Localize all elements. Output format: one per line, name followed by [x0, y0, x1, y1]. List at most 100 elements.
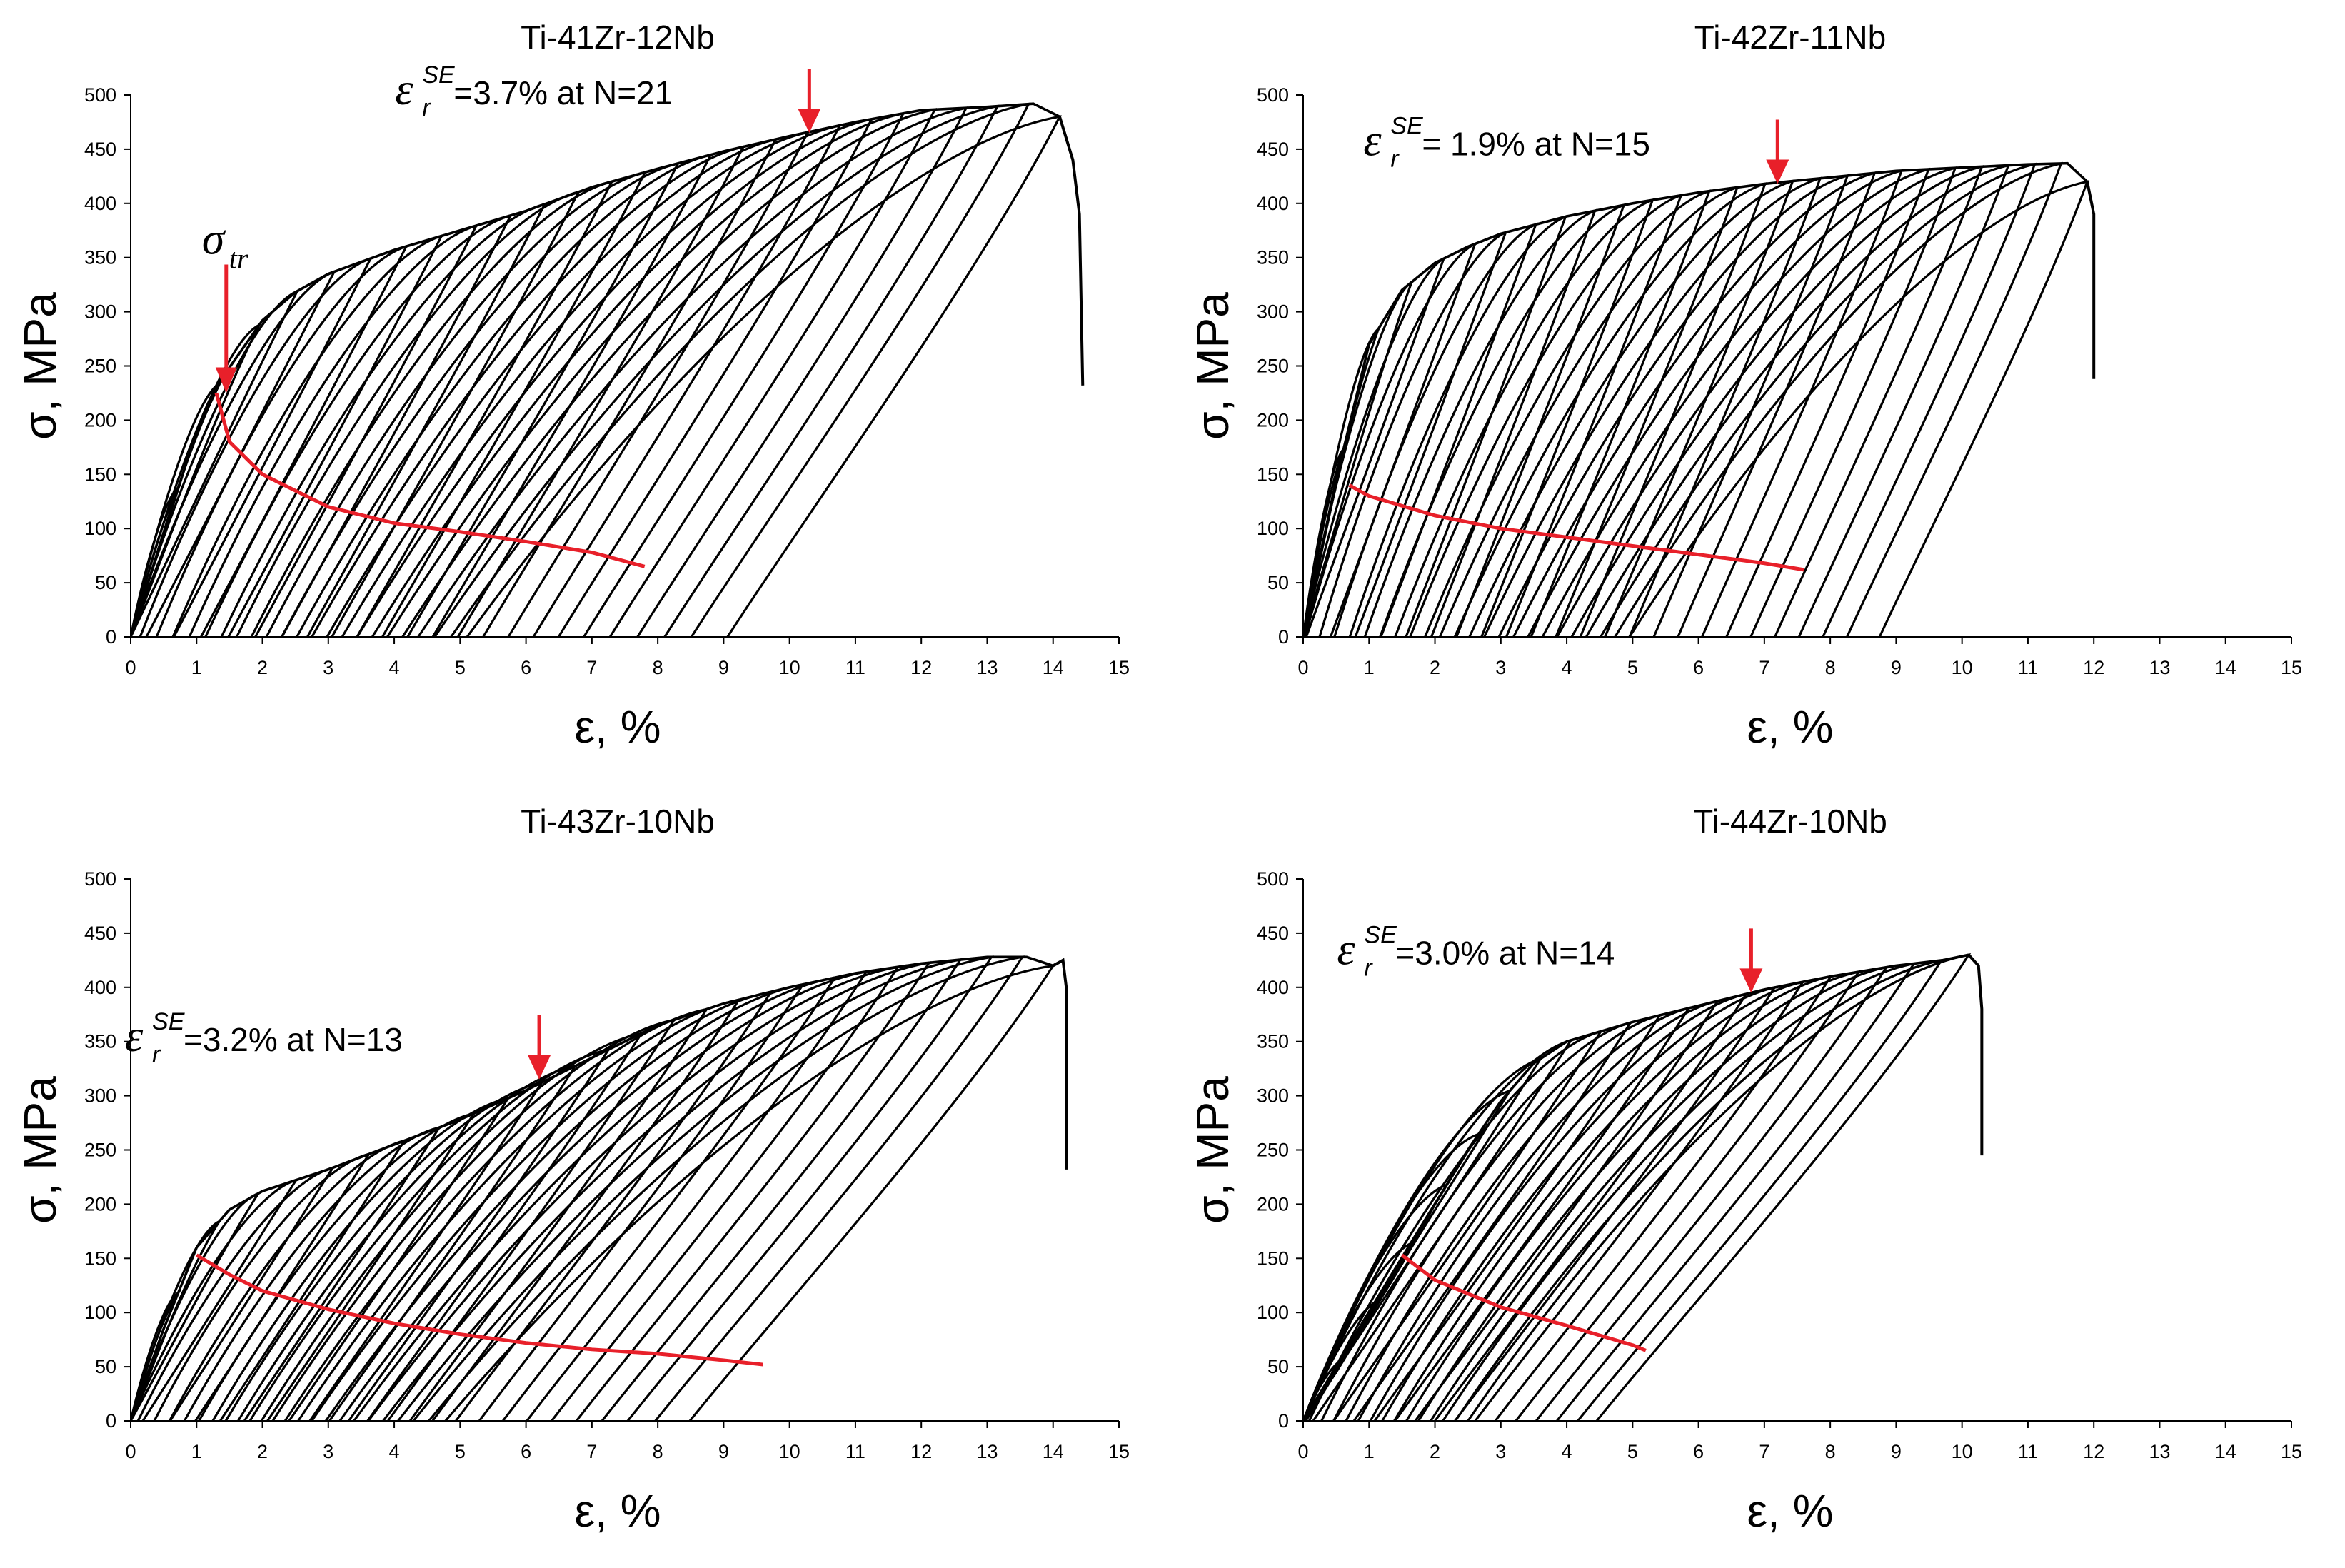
chart-panel-1: Ti-41Zr-12Nb 0 50 100 150 200 250 300 350 400 450 5…	[0, 0, 1172, 784]
x-axis-label: ε, %	[1747, 701, 1834, 753]
sigma-tr-trend-curve	[214, 392, 646, 568]
cycle-curve	[417, 106, 969, 637]
annotation-arrowhead	[1766, 159, 1789, 184]
y-tick-label: 100	[1257, 518, 1289, 539]
x-tick-label: 12	[2083, 1441, 2104, 1462]
cycle-curve	[353, 970, 869, 1421]
chart-title: Ti-42Zr-11Nb	[1694, 19, 1886, 56]
fracture-curve	[1058, 116, 1085, 386]
x-tick-label: 10	[779, 657, 800, 678]
annotation-superscript: SE	[1390, 112, 1423, 139]
y-tick-label: 300	[84, 301, 116, 323]
x-tick-label: 3	[1495, 1441, 1506, 1462]
cycle-curve	[466, 115, 1062, 637]
curves-group	[1303, 953, 1984, 1421]
x-tick-label: 8	[1825, 657, 1836, 678]
y-axis-label: σ, MPa	[14, 1076, 66, 1224]
chart-title: Ti-41Zr-12Nb	[521, 19, 715, 56]
cycle-curve	[1303, 256, 1446, 637]
y-tick-label: 200	[84, 1193, 116, 1215]
x-tick-label: 5	[455, 1441, 466, 1462]
x-tick-label: 13	[2149, 1441, 2170, 1462]
x-tick-label: 1	[1364, 657, 1375, 678]
fracture-curve	[1052, 958, 1068, 1170]
y-tick-label: 150	[84, 1247, 116, 1269]
y-tick-label: 250	[84, 356, 116, 377]
x-tick-label: 6	[521, 1441, 531, 1462]
fracture-curve	[1967, 953, 1984, 1156]
x-tick-label: 4	[389, 1441, 400, 1462]
y-tick-label: 250	[1257, 356, 1289, 377]
fracture-curve	[2086, 181, 2096, 379]
x-tick-label: 0	[125, 657, 136, 678]
x-tick-label: 15	[2281, 657, 2302, 678]
x-tick-label: 15	[1108, 657, 1130, 678]
annotation-superscript: SE	[422, 61, 455, 89]
y-tick-label: 200	[1257, 1193, 1289, 1215]
sigma-tr-trend-curve	[195, 1253, 764, 1367]
annotation-text: = 1.9% at N=15	[1422, 125, 1650, 162]
chart-panel-2: Ti-42Zr-11Nb 0 50 100 150 200 250 300 350 400 450 5…	[1172, 0, 2345, 784]
y-tick-label: 50	[1267, 572, 1289, 593]
annotation-arrowhead	[528, 1055, 551, 1080]
cycle-curve	[1512, 171, 1877, 637]
envelope-curve	[131, 955, 1054, 1421]
x-tick-label: 13	[976, 1441, 998, 1462]
sigma-tr-trend-curve	[1348, 483, 1804, 572]
annotation-epsilon: ε	[395, 64, 413, 114]
x-tick-label: 2	[1430, 1441, 1440, 1462]
x-tick-label: 5	[1627, 1441, 1638, 1462]
y-tick-label: 0	[106, 1410, 116, 1432]
y-tick-label: 300	[1257, 301, 1289, 323]
curves-group	[1303, 161, 2096, 637]
x-tick-label: 10	[1952, 657, 1973, 678]
annotation-text: =3.0% at N=14	[1395, 934, 1615, 971]
x-tick-label: 4	[389, 657, 400, 678]
y-tick-label: 500	[84, 84, 116, 106]
x-tick-label: 11	[2018, 1441, 2038, 1462]
y-tick-label: 450	[1257, 139, 1289, 160]
y-tick-label: 450	[84, 139, 116, 160]
x-tick-label: 1	[191, 1441, 202, 1462]
chart-svg: Ti-44Zr-10Nb0501001502002503003504004505…	[1187, 803, 2302, 1537]
x-tick-label: 12	[910, 657, 932, 678]
x-tick-label: 14	[1043, 1441, 1064, 1462]
y-tick-label: 0	[106, 626, 116, 648]
y-tick-label: 100	[84, 1302, 116, 1323]
x-tick-label: 13	[2149, 657, 2170, 678]
x-tick-label: 1	[1364, 1441, 1375, 1462]
annotation-text: =3.7% at N=21	[453, 74, 673, 111]
cycle-curve	[397, 958, 963, 1421]
x-tick-label: 0	[1297, 657, 1308, 678]
x-tick-label: 3	[323, 657, 333, 678]
y-tick-label: 350	[84, 1031, 116, 1052]
x-tick-label: 11	[2018, 657, 2038, 678]
x-tick-label: 7	[586, 1441, 597, 1462]
x-axis-label: ε, %	[575, 1485, 661, 1537]
x-tick-label: 15	[2281, 1441, 2302, 1462]
annotation-arrowhead	[1739, 968, 1763, 993]
cycle-curve	[1430, 965, 1889, 1421]
envelope-curve	[131, 102, 1060, 637]
x-tick-label: 12	[2083, 657, 2104, 678]
x-tick-label: 2	[257, 657, 268, 678]
x-tick-label: 0	[125, 1441, 136, 1462]
x-tick-label: 5	[455, 657, 466, 678]
y-axis-label: σ, MPa	[14, 292, 66, 440]
annotation-subscript: r	[1390, 145, 1400, 172]
x-tick-label: 13	[976, 657, 998, 678]
y-tick-label: 100	[84, 518, 116, 539]
x-tick-label: 11	[845, 1441, 865, 1462]
x-tick-label: 8	[1825, 1441, 1836, 1462]
x-tick-label: 7	[1759, 1441, 1769, 1462]
y-tick-label: 400	[84, 977, 116, 998]
chart-svg: Ti-43Zr-10Nb0501001502002503003504004505…	[14, 803, 1130, 1537]
annotation-superscript: SE	[1364, 921, 1397, 948]
x-tick-label: 3	[323, 1441, 333, 1462]
y-tick-label: 150	[84, 463, 116, 485]
annotation-epsilon: ε	[125, 1010, 144, 1061]
y-tick-label: 400	[1257, 977, 1289, 998]
envelope-curve	[1303, 161, 2089, 637]
cycle-curve	[338, 976, 838, 1421]
chart-svg: Ti-42Zr-11Nb0501001502002503003504004505…	[1187, 19, 2302, 753]
